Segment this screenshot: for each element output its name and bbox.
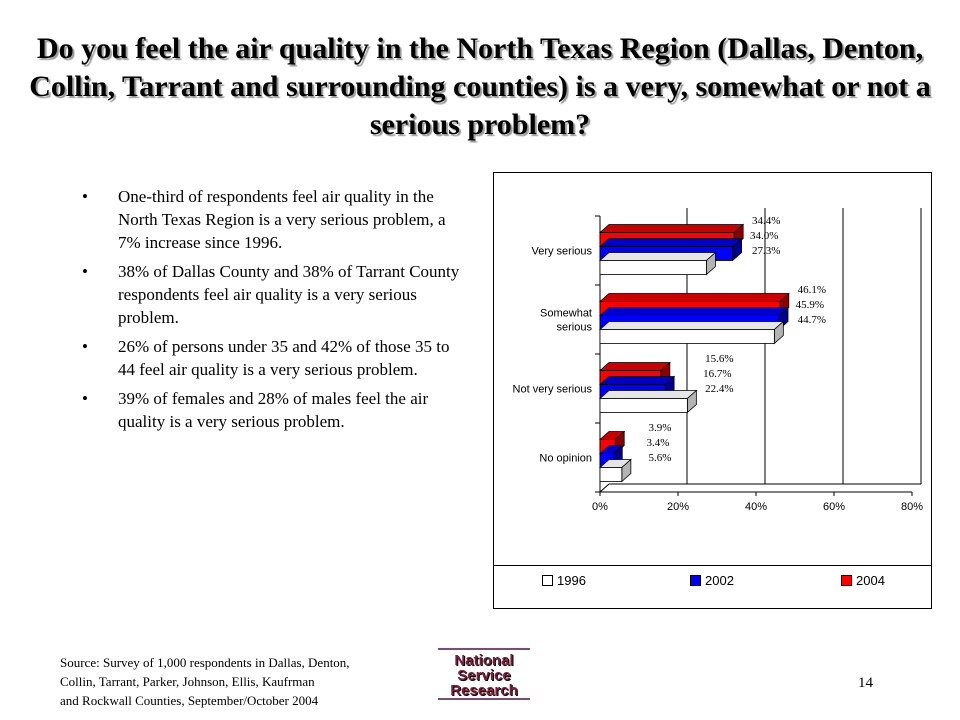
data-label-2002: 34.0% bbox=[750, 230, 778, 242]
category-label-line: Very serious bbox=[531, 246, 592, 258]
source-line: and Rockwall Counties, September/October… bbox=[60, 693, 319, 708]
bullet-icon: • bbox=[82, 337, 88, 356]
source-note: Source: Survey of 1,000 respondents in D… bbox=[60, 653, 350, 710]
x-tick-label: 20% bbox=[667, 501, 689, 513]
logo-text: Research bbox=[450, 682, 518, 699]
category-label: No opinion bbox=[539, 453, 592, 465]
bar-1996-top bbox=[598, 321, 785, 330]
bar-2002-top bbox=[598, 238, 743, 247]
bullet-text: 39% of females and 28% of males feel the… bbox=[118, 389, 429, 431]
legend-label-1996: 1996 bbox=[557, 573, 586, 588]
data-label-2004: 34.4% bbox=[752, 215, 780, 227]
national-service-research-logo: National Service Research bbox=[438, 648, 530, 700]
bullet-icon: • bbox=[82, 187, 88, 206]
bar-2004-top bbox=[598, 224, 745, 233]
category-label-line: serious bbox=[557, 322, 593, 334]
bar-1996 bbox=[599, 398, 688, 413]
bar-1996-top bbox=[598, 390, 698, 399]
data-label-2004: 15.6% bbox=[705, 353, 733, 365]
category-label: Somewhat serious bbox=[540, 308, 592, 334]
category-label-line: Somewhat bbox=[540, 308, 592, 320]
legend-item-2004: 2004 bbox=[841, 573, 885, 588]
bar-2002-top bbox=[598, 307, 790, 316]
bar-1996 bbox=[599, 260, 707, 275]
bullet-icon: • bbox=[82, 389, 88, 408]
legend-item-1996: 1996 bbox=[542, 573, 586, 588]
data-label-1996: 22.4% bbox=[705, 383, 733, 395]
chart-container: 0% 20% 40% 60% 80% Very serious Somewhat seriou… bbox=[493, 172, 932, 609]
bullet-icon: • bbox=[82, 262, 88, 281]
bar-chart: 0% 20% 40% 60% 80% Very serious Somewhat seriou… bbox=[513, 208, 923, 513]
logo-bar bbox=[438, 648, 530, 650]
x-tick-label: 80% bbox=[901, 501, 923, 513]
bar-1996 bbox=[599, 467, 623, 482]
data-label-1996: 44.7% bbox=[798, 314, 826, 326]
page-number: 14 bbox=[858, 675, 873, 691]
legend-label-2002: 2002 bbox=[705, 573, 734, 588]
bar-1996 bbox=[599, 329, 775, 344]
x-tick-label: 60% bbox=[823, 501, 845, 513]
logo-text: National bbox=[454, 652, 514, 669]
page-title: Do you feel the air quality in the North… bbox=[29, 32, 931, 141]
category-label: Not very serious bbox=[513, 384, 593, 396]
bar-2004-top bbox=[598, 362, 671, 371]
bullet-text: One-third of respondents feel air qualit… bbox=[118, 187, 446, 252]
bullet-list: • One-third of respondents feel air quali… bbox=[82, 185, 467, 439]
source-line: Collin, Tarrant, Parker, Johnson, Ellis,… bbox=[60, 674, 315, 689]
chart-legend-divider bbox=[494, 565, 931, 567]
bullet-item: • 38% of Dallas County and 38% of Tarrant… bbox=[82, 260, 467, 329]
category-label-line: Not very serious bbox=[513, 384, 593, 396]
data-label-2004: 46.1% bbox=[798, 284, 826, 296]
category-label-line: No opinion bbox=[539, 453, 592, 465]
bullet-item: • One-third of respondents feel air quali… bbox=[82, 185, 467, 254]
logo-bar bbox=[438, 698, 530, 700]
data-label-2004: 3.9% bbox=[649, 422, 672, 434]
legend-label-2004: 2004 bbox=[856, 573, 885, 588]
legend-swatch-2004 bbox=[841, 575, 852, 586]
bar-2002-top bbox=[598, 376, 676, 385]
bar-1996-top bbox=[598, 252, 717, 261]
data-label-2002: 16.7% bbox=[703, 368, 731, 380]
x-tick-label: 40% bbox=[745, 501, 767, 513]
data-label-1996: 5.6% bbox=[649, 452, 672, 464]
legend-swatch-2002 bbox=[690, 575, 701, 586]
data-label-2002: 3.4% bbox=[647, 437, 670, 449]
legend-item-2002: 2002 bbox=[690, 573, 734, 588]
category-label: Very serious bbox=[531, 246, 592, 258]
source-line: Source: Survey of 1,000 respondents in D… bbox=[60, 655, 350, 670]
logo-text: Service bbox=[457, 667, 511, 684]
bullet-item: • 26% of persons under 35 and 42% of thos… bbox=[82, 335, 467, 381]
bullet-item: • 39% of females and 28% of males feel th… bbox=[82, 387, 467, 433]
data-label-1996: 27.3% bbox=[752, 245, 780, 257]
axis-depth-line bbox=[599, 483, 610, 493]
legend-swatch-1996 bbox=[542, 575, 553, 586]
bullet-text: 38% of Dallas County and 38% of Tarrant … bbox=[118, 262, 460, 327]
data-label-2002: 45.9% bbox=[796, 299, 824, 311]
bullet-text: 26% of persons under 35 and 42% of those… bbox=[118, 337, 450, 379]
x-tick-label: 0% bbox=[592, 501, 608, 513]
bar-2004-top bbox=[598, 293, 790, 302]
